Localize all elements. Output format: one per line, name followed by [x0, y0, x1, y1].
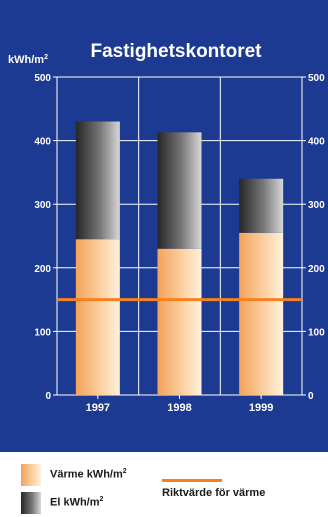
- bar-el-1999: [239, 178, 284, 233]
- chart-title: Fastighetskontoret: [90, 41, 262, 62]
- bar-heat-1997: [75, 239, 120, 395]
- legend-label-el: El kWh/m2: [50, 496, 103, 509]
- y-tick-label-left: 200: [34, 264, 51, 275]
- x-tick-label: 1999: [249, 402, 273, 414]
- legend-reference-line: [162, 479, 222, 482]
- y-tick-label-right: 400: [308, 137, 325, 148]
- bar-heat-1999: [239, 232, 284, 395]
- y-tick-label-left: 400: [34, 137, 51, 148]
- legend-label-heat: Värme kWh/m2: [50, 468, 127, 481]
- y-tick-label-left: 300: [34, 200, 51, 211]
- legend-swatch-heat: [21, 464, 41, 486]
- legend: Värme kWh/m2 El kWh/m2 Riktvärde för vär…: [0, 452, 328, 517]
- legend-label-heat-sup: 2: [122, 468, 127, 475]
- legend-label-reference: Riktvärde för värme: [162, 487, 266, 499]
- y-tick-label-right: 100: [308, 327, 325, 338]
- bar-heat-1998: [157, 248, 202, 395]
- x-tick-labels: 1997 1998 1999: [86, 395, 273, 414]
- y-tick-label-right: 0: [308, 391, 314, 402]
- y-tick-label-right: 500: [308, 73, 325, 84]
- legend-label-heat-text: Värme kWh/m: [50, 468, 123, 481]
- y-axis-label-text: kWh/m: [8, 54, 44, 66]
- y-tick-label-left: 0: [45, 391, 51, 402]
- legend-label-el-sup: 2: [99, 496, 104, 503]
- bar-el-1998: [157, 132, 202, 249]
- y-axis-label-sup: 2: [44, 54, 48, 61]
- y-ticks-left: 0 100 200 300 400 500: [34, 73, 57, 402]
- x-tick-label: 1998: [167, 402, 191, 414]
- bars: [75, 121, 284, 395]
- y-tick-label-right: 200: [308, 264, 325, 275]
- y-tick-label-right: 300: [308, 200, 325, 211]
- y-ticks-right: 0 100 200 300 400 500: [302, 73, 325, 402]
- bar-el-1997: [75, 121, 120, 240]
- legend-label-el-text: El kWh/m: [50, 496, 100, 509]
- y-tick-label-left: 100: [34, 327, 51, 338]
- legend-swatch-el: [21, 492, 41, 514]
- chart: Fastighetskontoret kWh/m2 0 100 200 300 400 5…: [8, 41, 325, 414]
- y-tick-label-left: 500: [34, 73, 51, 84]
- x-tick-label: 1997: [86, 402, 110, 414]
- chart-panel: Fastighetskontoret kWh/m2 0 100 200 300 400 5…: [0, 0, 328, 452]
- y-axis-label: kWh/m2: [8, 54, 48, 66]
